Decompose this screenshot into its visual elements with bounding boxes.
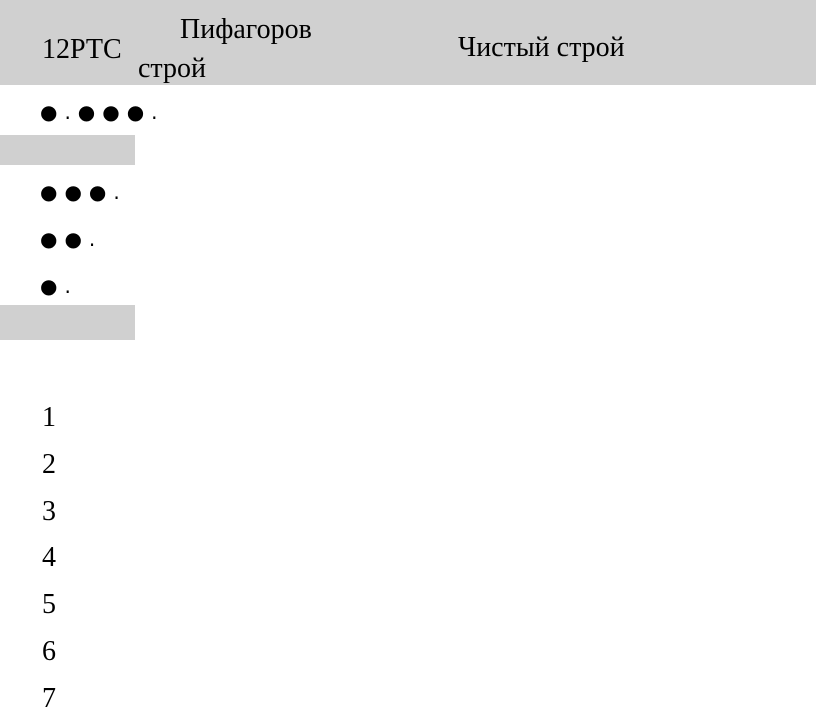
header-cell: 12РТС bbox=[42, 34, 122, 65]
header-cell: Чистый строй bbox=[458, 32, 625, 63]
row-number: 6 bbox=[42, 636, 56, 667]
dot-pattern: ●●●. bbox=[40, 180, 127, 204]
row-number: 1 bbox=[42, 402, 56, 433]
header-cell: строй bbox=[138, 53, 206, 84]
row-number: 3 bbox=[42, 495, 56, 527]
row-number: 5 bbox=[42, 589, 56, 621]
header-bar bbox=[0, 0, 816, 85]
dot-pattern: ●●. bbox=[40, 227, 103, 251]
dot-pattern: ●.●●●. bbox=[40, 100, 165, 124]
dot-pattern: ●. bbox=[40, 274, 78, 298]
row-shade bbox=[0, 305, 135, 340]
header-cell: Пифагоров bbox=[180, 14, 312, 45]
row-number: 7 bbox=[42, 682, 56, 714]
row-number: 4 bbox=[42, 542, 56, 574]
row-shade bbox=[0, 135, 135, 165]
row-number: 2 bbox=[42, 448, 56, 480]
